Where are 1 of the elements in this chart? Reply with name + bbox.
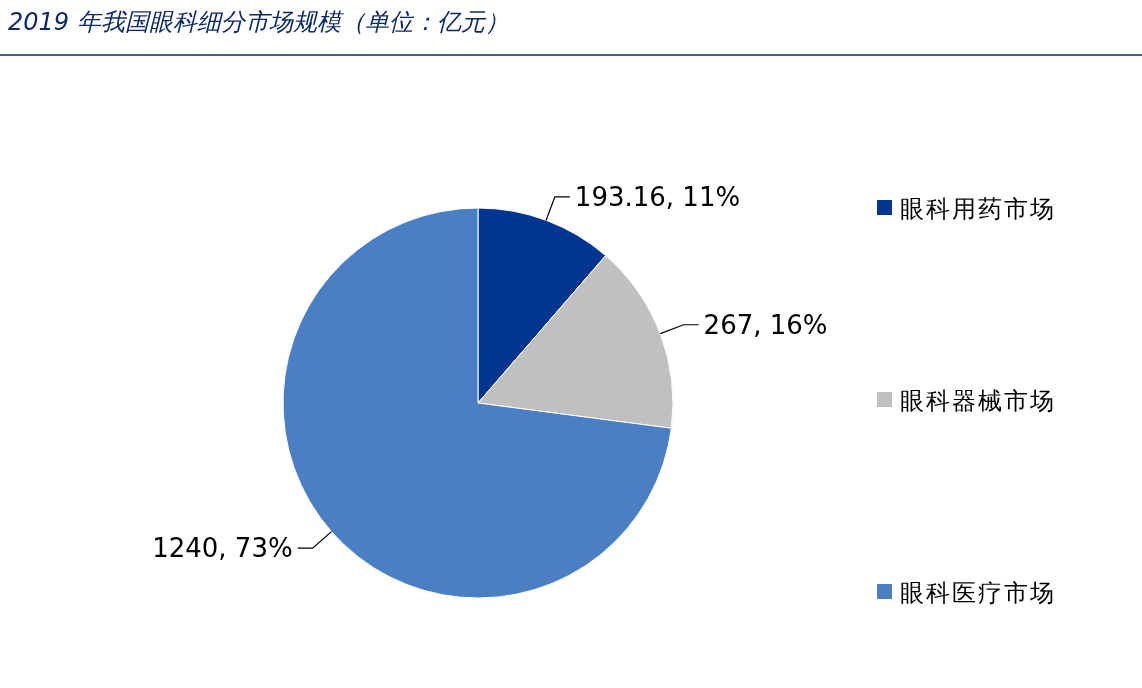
title: 2019 年我国眼科细分市场规模（单位：亿元） (8, 8, 509, 36)
